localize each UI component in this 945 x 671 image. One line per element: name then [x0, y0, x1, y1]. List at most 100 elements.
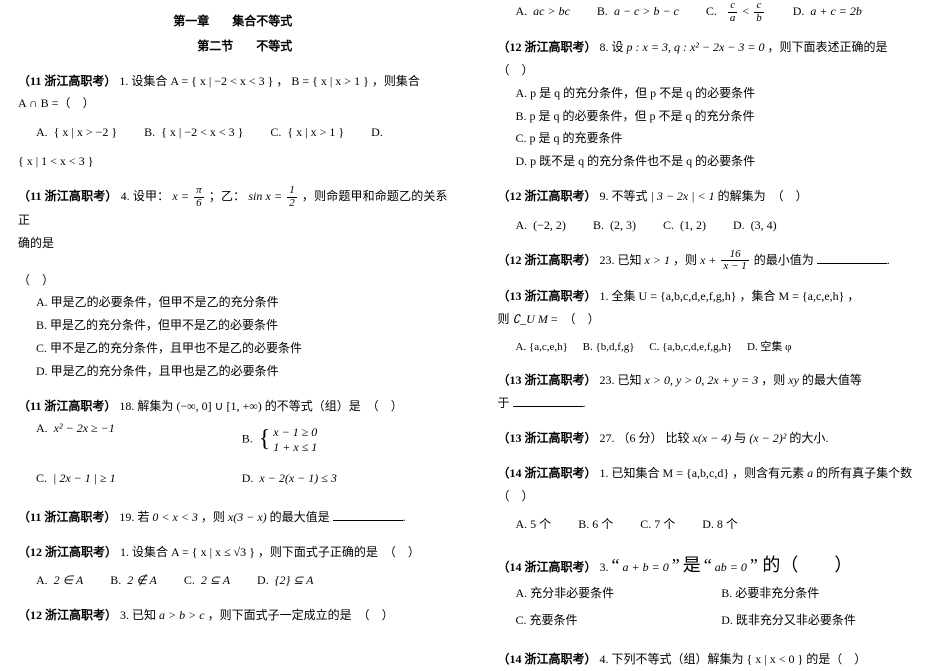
exam-tag: （12 浙江高职考）	[498, 40, 597, 54]
question-14-1: （14 浙江高职考） 1. 已知集合 M = {a,b,c,d} ，则含有元素 …	[498, 462, 928, 536]
option-b: B. p 是 q 的必要条件，但 p 不是 q 的充分条件	[516, 105, 928, 128]
q-number: 23.	[600, 253, 615, 267]
q-text: 设	[612, 40, 627, 54]
option-a: A. 甲是乙的必要条件，但甲不是乙的充分条件	[36, 291, 448, 314]
equation-system: { x − 1 ≥ 0 1 + x ≤ 1	[259, 417, 318, 463]
q-number: 4.	[121, 189, 130, 203]
chapter-label: 第一章	[173, 14, 209, 28]
q-math: 0 < x < 3	[152, 510, 198, 524]
option-d: D. 甲是乙的充分条件，且甲也是乙的必要条件	[36, 360, 448, 383]
q-number: 19.	[119, 510, 134, 524]
option-a: A. { x | x > −2 }	[36, 121, 117, 144]
option-c: C. 7 个	[640, 513, 675, 536]
q-text: ，则下面式子一定成立的是 （ ）	[208, 608, 394, 622]
q-text: 的最小值为	[754, 253, 817, 267]
option-c: C. 2 ⊆ A	[184, 569, 230, 592]
option-b: B. (2, 3)	[593, 214, 636, 237]
option-a: A. 5 个	[516, 513, 552, 536]
quote: “	[704, 555, 712, 575]
option-a: A. {a,c,e,h}	[516, 337, 568, 358]
fraction: c b	[754, 0, 764, 24]
option-a: A. p 是 q 的充分条件，但 p 不是 q 的必要条件	[516, 82, 928, 105]
question-11-18: （11 浙江高职考） 18. 解集为 (−∞, 0] ∪ [1, +∞) 的不等…	[18, 395, 448, 494]
option-c: C. 充要条件	[516, 609, 722, 632]
is-char: 是	[683, 555, 701, 575]
option-a: A. 充分非必要条件	[516, 582, 722, 605]
q-math: M = {a,c,e,h}	[778, 289, 844, 303]
q-math: { x | x < 0 }	[747, 652, 804, 666]
q-text: 的不等式（组）是 （ ）	[265, 399, 403, 413]
option-b: B. { x | −2 < x < 3 }	[144, 121, 243, 144]
q-number: 1.	[120, 545, 129, 559]
option-b: B. 2 ∉ A	[110, 569, 157, 592]
q-number: 1.	[600, 466, 609, 480]
option-b: B. { x − 1 ≥ 0 1 + x ≤ 1	[242, 417, 448, 463]
quote: “	[612, 555, 620, 575]
chapter-title: 集合不等式	[232, 14, 292, 28]
option-c: C. {a,b,c,d,e,f,g,h}	[649, 337, 732, 358]
q-text: ，则	[201, 510, 228, 524]
q-math: x > 0, y > 0, 2x + y = 3	[645, 373, 759, 387]
q-math: p : x = 3, q : x² − 2x − 3 = 0	[627, 40, 765, 54]
option-c: C. c a < c b	[706, 0, 766, 24]
exam-tag: （13 浙江高职考）	[498, 431, 597, 445]
question-13-23: （13 浙江高职考） 23. 已知 x > 0, y > 0, 2x + y =…	[498, 369, 928, 415]
q-number: 3.	[600, 560, 609, 574]
fill-blank	[333, 509, 403, 521]
option-c: C. { x | x > 1 }	[270, 121, 344, 144]
q-line2: 则 ∁_U M = （ ）	[498, 308, 928, 331]
options: A. x² − 2x ≥ −1 B. { x − 1 ≥ 0 1 + x ≤ 1…	[36, 417, 448, 493]
option-b: B. 必要非充分条件	[721, 582, 927, 605]
fraction: 16 x − 1	[721, 249, 748, 273]
q-number: 4.	[600, 652, 609, 666]
q-number: 1.	[119, 74, 128, 88]
option-d-label: D.	[371, 121, 383, 144]
quote-and-paren: ” 的（ ）	[750, 555, 853, 575]
top-options: A. ac > bc B. a − c > b − c C. c a < c b…	[516, 0, 928, 24]
question-11-1: （11 浙江高职考） 1. 设集合 A = { x | −2 < x < 3 }…	[18, 70, 448, 173]
option-a: A. ac > bc	[516, 0, 570, 23]
paren-choice: （ ）	[498, 59, 928, 82]
question-11-19: （11 浙江高职考） 19. 若 0 < x < 3 ，则 x(3 − x) 的…	[18, 506, 448, 529]
q-text: ，则集合	[372, 74, 420, 88]
option-b: B. {b,d,f,g}	[583, 337, 635, 358]
options: A. p 是 q 的充分条件，但 p 不是 q 的必要条件 B. p 是 q 的…	[498, 82, 928, 173]
exam-tag: （14 浙江高职考）	[498, 466, 597, 480]
option-b: B. 甲是乙的充分条件，但甲不是乙的必要条件	[36, 314, 448, 337]
q-math: | 3 − 2x | < 1	[651, 189, 715, 203]
q-text: 已知	[132, 608, 159, 622]
q-number: 18.	[119, 399, 134, 413]
q-math: a	[807, 466, 813, 480]
q-math: a + b = 0	[623, 560, 669, 574]
question-12-8: （12 浙江高职考） 8. 设 p : x = 3, q : x² − 2x −…	[498, 36, 928, 173]
q-line2: 确的是	[18, 232, 448, 255]
q-text: 已知	[618, 253, 645, 267]
q-math: (x − 2)²	[749, 431, 786, 445]
paren-choice: （ ）	[18, 269, 448, 292]
q-math: ab = 0	[715, 560, 747, 574]
question-14-4: （14 浙江高职考） 4. 下列不等式（组）解集为 { x | x < 0 } …	[498, 648, 928, 671]
options: A. { x | x > −2 } B. { x | −2 < x < 3 } …	[36, 121, 448, 144]
q-text: 的解集为 （ ）	[718, 189, 808, 203]
q-math: U = {a,b,c,d,e,f,g,h}	[639, 289, 737, 303]
question-14-3: （14 浙江高职考） 3. “ a + b = 0 ” 是 “ ab = 0 ”…	[498, 548, 928, 636]
q-number: 3.	[120, 608, 129, 622]
q-math: x =	[172, 189, 192, 203]
q-math: B = { x | x > 1 }	[291, 74, 368, 88]
option-d: D. a + c = 2b	[793, 0, 862, 23]
exam-tag: （12 浙江高职考）	[498, 253, 597, 267]
q-line2: 于 .	[498, 392, 928, 415]
q-text: ，则下面式子正确的是 （ ）	[258, 545, 420, 559]
chapter-line-2: 第二节 不等式	[18, 35, 448, 58]
q-text: 的最大值是	[270, 510, 333, 524]
exam-tag: （13 浙江高职考）	[498, 373, 597, 387]
option-d: D. {2} ⊆ A	[257, 569, 313, 592]
fraction: c a	[728, 0, 738, 24]
q-number: 9.	[600, 189, 609, 203]
option-d: { x | 1 < x < 3 }	[18, 154, 93, 168]
option-d-wrap: { x | 1 < x < 3 }	[18, 150, 448, 173]
exam-tag: （11 浙江高职考）	[18, 74, 116, 88]
q-text: ；乙：	[209, 189, 245, 203]
exam-tag: （11 浙江高职考）	[18, 399, 116, 413]
option-b: B. a − c > b − c	[597, 0, 679, 23]
